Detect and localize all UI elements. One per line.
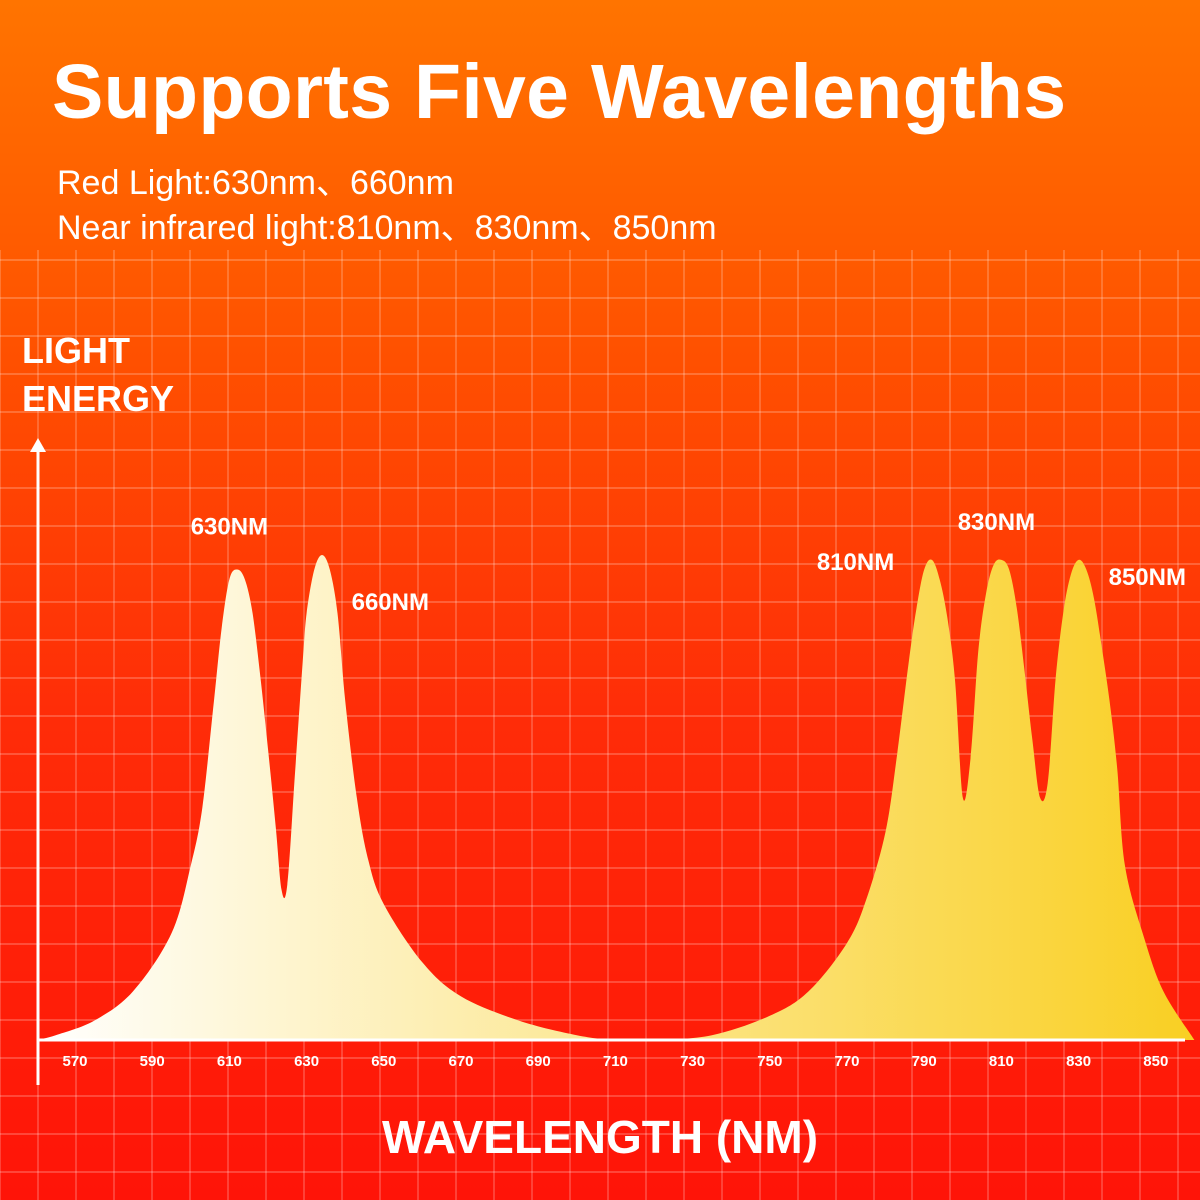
peak-label-830nm: 830NM <box>958 509 1035 536</box>
x-tick-label: 670 <box>448 1053 473 1070</box>
page-title: Supports Five Wavelengths <box>52 49 1067 135</box>
x-tick-label: 830 <box>1066 1053 1091 1070</box>
x-tick-label: 590 <box>140 1053 165 1070</box>
peak-label-850nm: 850NM <box>1109 564 1186 591</box>
x-tick-label: 770 <box>834 1053 859 1070</box>
x-tick-label: 570 <box>62 1053 87 1070</box>
x-tick-label: 650 <box>371 1053 396 1070</box>
x-tick-label: 710 <box>603 1053 628 1070</box>
peak-label-810nm: 810NM <box>817 549 894 576</box>
x-tick-label: 790 <box>912 1053 937 1070</box>
spectrum-area <box>36 555 1195 1041</box>
x-tick-label: 850 <box>1143 1053 1168 1070</box>
x-tick-label: 730 <box>680 1053 705 1070</box>
x-tick-label: 610 <box>217 1053 242 1070</box>
x-tick-label: 690 <box>526 1053 551 1070</box>
subtitle-near-infrared: Near infrared light:810nm、830nm、850nm <box>57 209 717 247</box>
x-axis-label: WAVELENGTH (NM) <box>381 1111 819 1163</box>
x-tick-label: 750 <box>757 1053 782 1070</box>
peak-label-630nm: 630NM <box>191 514 268 541</box>
x-tick-label: 630 <box>294 1053 319 1070</box>
y-axis-label-line-1: LIGHT <box>22 330 130 371</box>
x-tick-label: 810 <box>989 1053 1014 1070</box>
y-axis-label-line-2: ENERGY <box>22 378 175 419</box>
y-axis-arrow-icon <box>30 438 46 452</box>
subtitle-red-light: Red Light:630nm、660nm <box>57 164 454 202</box>
peak-label-660nm: 660NM <box>352 589 429 616</box>
